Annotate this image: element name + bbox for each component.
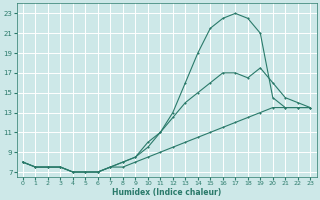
X-axis label: Humidex (Indice chaleur): Humidex (Indice chaleur) [112, 188, 221, 197]
